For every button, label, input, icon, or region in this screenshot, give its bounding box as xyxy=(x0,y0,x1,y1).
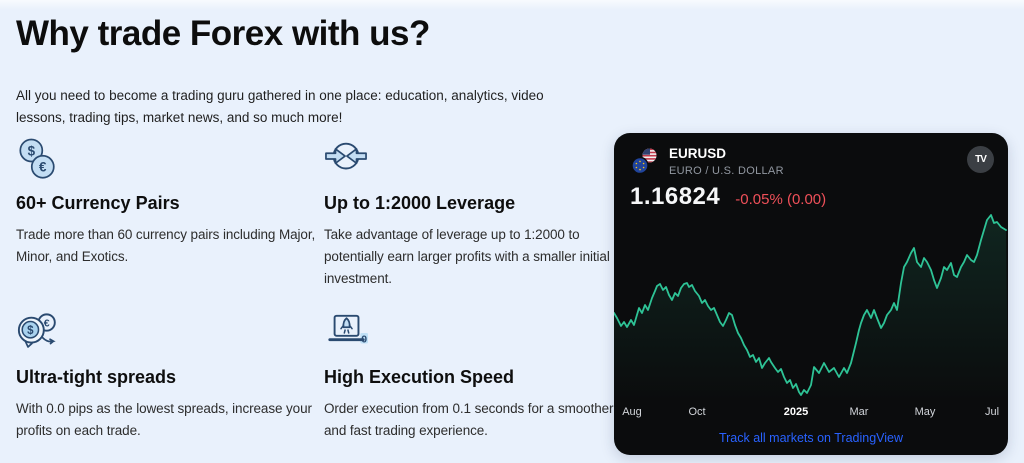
x-tick: Jul xyxy=(984,406,1000,418)
feature-currency-pairs: $ € 60+ Currency Pairs Trade more than 6… xyxy=(16,137,321,268)
feature-title: Ultra-tight spreads xyxy=(16,367,177,387)
spreads-icon: € $ xyxy=(16,311,321,361)
widget-header: EURUSD EURO / U.S. DOLLAR TV xyxy=(614,133,1008,177)
price-change: -0.05% (0.00) xyxy=(735,190,827,208)
widget-footer: Track all markets on TradingView xyxy=(614,429,1008,447)
feature-description: With 0.0 pips as the lowest spreads, inc… xyxy=(16,401,312,438)
chart-x-axis: Aug Oct 2025 Mar May Jul xyxy=(614,406,1008,421)
svg-text:$: $ xyxy=(27,325,34,337)
eurusd-flag-icon xyxy=(631,148,657,175)
tradingview-widget: EURUSD EURO / U.S. DOLLAR TV 1.16824 -0.… xyxy=(614,133,1008,455)
feature-title: Up to 1:2000 Leverage xyxy=(324,193,516,213)
price-line-chart[interactable] xyxy=(614,205,1008,401)
x-tick: Oct xyxy=(688,406,706,418)
feature-description: Take advantage of leverage up to 1:2000 … xyxy=(324,227,610,286)
currency-pairs-icon: $ € xyxy=(16,137,321,187)
leverage-icon xyxy=(324,137,614,187)
feature-execution-speed: 0 High Execution Speed Order execution f… xyxy=(324,311,614,442)
tradingview-link[interactable]: Track all markets on TradingView xyxy=(718,431,904,445)
feature-description: Trade more than 60 currency pairs includ… xyxy=(16,227,316,264)
x-tick: May xyxy=(914,406,936,418)
svg-text:€: € xyxy=(44,317,50,329)
feature-title: 60+ Currency Pairs xyxy=(16,193,180,213)
feature-title: High Execution Speed xyxy=(324,367,515,387)
svg-text:€: € xyxy=(39,160,47,175)
symbol-block[interactable]: EURUSD EURO / U.S. DOLLAR xyxy=(669,146,784,177)
x-tick: Mar xyxy=(849,406,869,418)
x-tick: 2025 xyxy=(783,406,809,418)
price-row: 1.16824 -0.05% (0.00) xyxy=(614,177,1008,211)
last-price: 1.16824 xyxy=(630,182,721,210)
feature-spreads: € $ Ultra-tight spreads With 0.0 pips as… xyxy=(16,311,321,442)
x-tick: Aug xyxy=(622,406,642,418)
feature-description: Order execution from 0.1 seconds for a s… xyxy=(324,401,614,438)
symbol-full-name: EURO / U.S. DOLLAR xyxy=(669,164,784,177)
svg-text:$: $ xyxy=(28,143,36,158)
feature-leverage: Up to 1:2000 Leverage Take advantage of … xyxy=(324,137,614,290)
execution-speed-icon: 0 xyxy=(324,311,614,361)
symbol-name: EURUSD xyxy=(669,146,727,161)
page-subtitle: All you need to become a trading guru ga… xyxy=(16,88,544,126)
tradingview-logo-icon[interactable]: TV xyxy=(967,146,994,173)
page-title: Why trade Forex with us? xyxy=(16,14,430,53)
svg-text:0: 0 xyxy=(361,334,367,346)
